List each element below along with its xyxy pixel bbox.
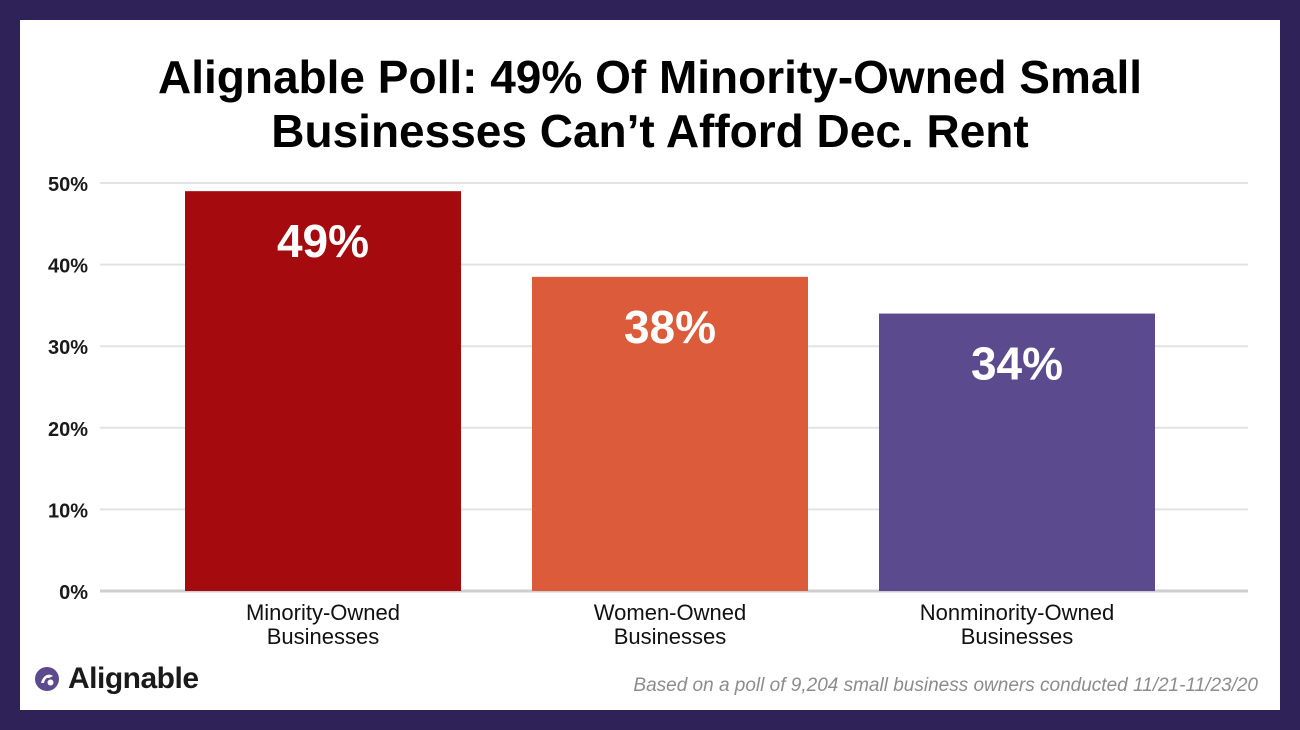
chart-title-line-1: Alignable Poll: 49% Of Minority-Owned Sm… [157,51,1142,103]
chart-title-line-2: Businesses Can’t Afford Dec. Rent [271,105,1029,157]
alignable-logo-icon [35,667,59,691]
x-category-label: Nonminority-Owned [920,600,1114,625]
poll-footnote: Based on a poll of 9,204 small business … [633,675,1258,696]
bar-value-label: 49% [277,215,369,267]
y-tick-label: 50% [48,174,88,196]
x-category-label: Women-Owned [594,600,746,625]
chart-title: Alignable Poll: 49% Of Minority-Owned Sm… [20,50,1280,158]
bar-1 [185,191,461,591]
bar-chart: 0%10%20%30%40%50%49%Minority-OwnedBusine… [48,174,1248,649]
chart-card: Alignable Poll: 49% Of Minority-Owned Sm… [20,20,1280,710]
bar-3 [879,313,1155,591]
y-tick-label: 40% [48,256,88,278]
y-tick-label: 10% [48,500,88,522]
x-category-label: Businesses [614,624,727,649]
y-tick-label: 20% [48,419,88,441]
bar-value-label: 34% [971,338,1063,390]
bar-2 [532,276,808,591]
x-category-label: Businesses [267,624,380,649]
x-category-label: Businesses [961,624,1074,649]
alignable-logo: Alignable [34,662,199,696]
x-category-label: Minority-Owned [246,600,400,625]
y-tick-label: 0% [59,582,88,604]
alignable-logo-text: Alignable [68,662,199,695]
y-tick-label: 30% [48,337,88,359]
bar-value-label: 38% [624,301,716,353]
